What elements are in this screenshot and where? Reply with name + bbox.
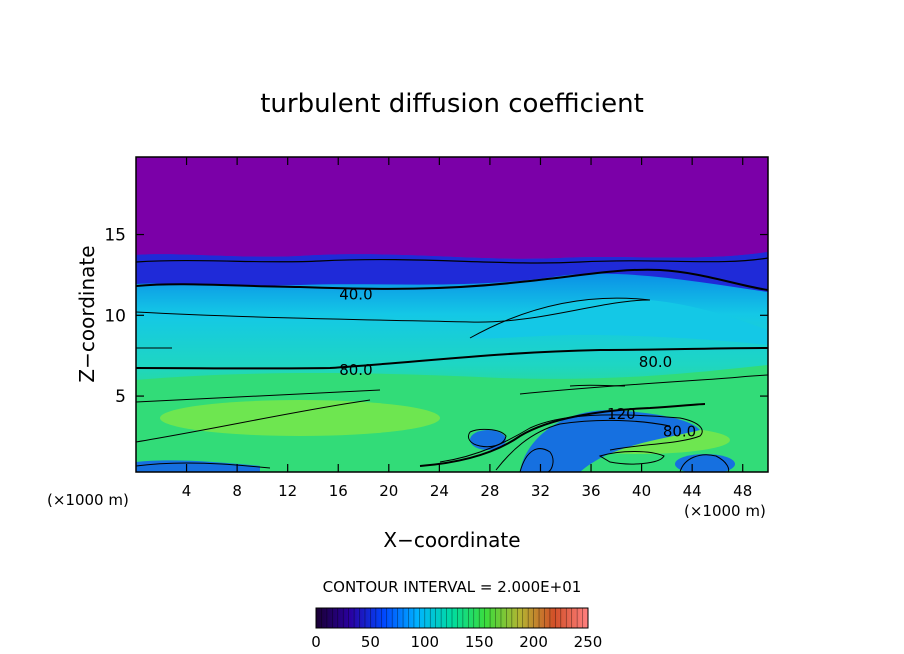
contour-label: 80.0 xyxy=(663,423,696,441)
colorbar-ticks: 0 50 100 150 200 250 xyxy=(311,633,602,651)
contour-line xyxy=(136,389,381,403)
y-tick-label: 5 xyxy=(115,387,126,407)
contour-label: 80.0 xyxy=(339,361,372,379)
x-axis-label: X−coordinate xyxy=(383,528,520,552)
contour-line xyxy=(569,384,626,387)
x-tick-label: 16 xyxy=(329,482,348,500)
colorbar-frame xyxy=(315,607,589,629)
field-blue-lobe-5 xyxy=(524,450,552,472)
contour-line xyxy=(519,448,554,472)
contour-interval-text: CONTOUR INTERVAL = 2.000E+01 xyxy=(323,578,582,596)
x-tick-label: 4 xyxy=(182,482,192,500)
colorbar-tick-label: 150 xyxy=(465,633,494,651)
contour-line xyxy=(136,399,371,443)
x-tick-label: 20 xyxy=(379,482,398,500)
colorbar: 0 50 100 150 200 250 xyxy=(311,607,602,651)
colorbar-tick-label: 200 xyxy=(519,633,548,651)
field-top-region xyxy=(136,157,768,259)
contour-line xyxy=(136,347,768,370)
x-axis-ticks: 4 8 12 16 20 24 28 32 36 40 44 48 xyxy=(182,157,752,500)
x-tick-label: 36 xyxy=(581,482,600,500)
contour-line xyxy=(419,403,706,467)
field-cyan-tongue xyxy=(470,298,768,345)
contour-line xyxy=(679,454,730,472)
contour-labels: 40.0 80.0 80.0 120 80.0 xyxy=(339,285,696,441)
contour-label: 80.0 xyxy=(639,353,672,371)
colorbar-tick-label: 50 xyxy=(361,633,380,651)
x-unit-right: (×1000 m) xyxy=(684,502,766,520)
y-tick-label: 10 xyxy=(104,306,126,326)
y-axis-label: Z−coordinate xyxy=(75,245,99,382)
x-tick-label: 32 xyxy=(531,482,550,500)
colorbar-stripes xyxy=(321,608,583,628)
x-tick-label: 44 xyxy=(683,482,702,500)
plot-frame xyxy=(135,156,769,473)
field-lime-patch-1 xyxy=(160,400,440,436)
colorbar-tick-label: 0 xyxy=(311,633,321,651)
colorbar-tick-label: 100 xyxy=(410,633,439,651)
contour-line xyxy=(136,299,651,323)
chart-title: turbulent diffusion coefficient xyxy=(260,89,644,119)
contour-line xyxy=(467,428,507,448)
field-blue-lobe-1 xyxy=(520,410,700,472)
y-tick-label: 15 xyxy=(104,226,126,246)
x-tick-label: 8 xyxy=(232,482,242,500)
contour-line xyxy=(136,268,768,291)
contour-line xyxy=(519,374,768,395)
x-tick-label: 28 xyxy=(480,482,499,500)
field-layer xyxy=(136,157,768,472)
contour-label: 40.0 xyxy=(339,285,372,303)
contour-line xyxy=(598,451,665,465)
contour-lines xyxy=(136,257,768,472)
x-tick-label: 40 xyxy=(632,482,651,500)
contour-line xyxy=(136,257,768,264)
colorbar-tick-label: 250 xyxy=(574,633,603,651)
contour-line xyxy=(469,297,651,339)
y-axis-ticks: 5 10 15 xyxy=(104,226,768,407)
x-unit-left: (×1000 m) xyxy=(47,491,129,509)
x-tick-label: 12 xyxy=(278,482,297,500)
contour-line xyxy=(495,419,671,471)
contour-line xyxy=(439,414,703,463)
x-tick-label: 48 xyxy=(733,482,752,500)
contour-label: 120 xyxy=(607,405,636,423)
contour-line xyxy=(136,462,271,469)
x-tick-label: 24 xyxy=(430,482,449,500)
